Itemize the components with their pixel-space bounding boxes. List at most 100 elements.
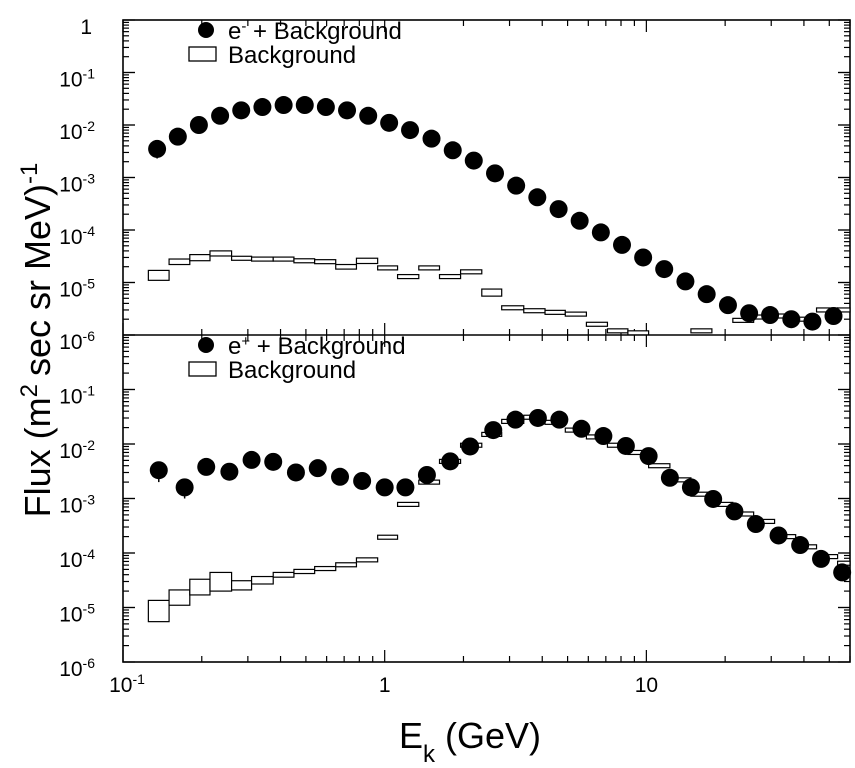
y-tick-label-exp: -5	[83, 276, 96, 292]
y-tick-label-exp: -1	[83, 383, 96, 399]
y-tick-label-base: 10	[59, 604, 82, 627]
data-point	[380, 113, 399, 132]
legend-label-main: e	[228, 18, 241, 45]
data-point	[634, 248, 653, 267]
data-point	[417, 465, 436, 484]
data-point	[550, 410, 569, 429]
legend-label: Background	[228, 357, 356, 384]
y-tick-label-base: 10	[59, 174, 82, 197]
x-title-sub: k	[423, 741, 436, 768]
y-tick-label: 10-3	[59, 492, 95, 518]
legend-marker-circle	[198, 337, 214, 353]
background-bin	[564, 311, 588, 317]
y-tick-label-exp: -3	[83, 171, 96, 187]
data-point	[676, 272, 695, 291]
background-bin	[523, 308, 546, 314]
background-bin	[355, 557, 379, 563]
data-point	[791, 536, 810, 555]
legend-label-main: e	[228, 333, 241, 360]
legend-marker-box	[188, 361, 217, 377]
y-tick-label: 10-6	[59, 655, 95, 681]
x-axis-title: Ek (GeV)	[399, 715, 541, 768]
y-tick-label-base: 10	[59, 386, 82, 409]
data-point	[761, 306, 780, 325]
y-tick-label-exp: -5	[83, 601, 96, 617]
data-point	[253, 98, 272, 117]
data-point	[359, 106, 378, 125]
background-bin	[250, 575, 274, 585]
background-bin	[690, 328, 713, 334]
legend-label-main: Background	[228, 357, 356, 384]
x-tick-label: 10	[635, 674, 658, 697]
background-bin	[189, 578, 211, 596]
y-tick-label-base: 10	[59, 658, 82, 681]
y-tick-label-base: 1	[80, 16, 92, 39]
data-point	[549, 200, 568, 219]
y-tick-label-exp: -4	[83, 223, 96, 239]
y-axis-title: Flux (m2 sec sr MeV)-1	[16, 163, 59, 518]
background-bin	[272, 256, 295, 262]
data-point	[443, 141, 462, 160]
y-tick-label-exp: -2	[83, 437, 96, 453]
x-tick-label: 1	[379, 674, 391, 697]
y-tick-label-base: 10	[59, 549, 82, 572]
y-tick-label: 10-1	[59, 66, 95, 92]
y-tick-label: 1	[80, 16, 92, 39]
data-point	[697, 285, 716, 304]
data-point	[464, 151, 483, 170]
y-tick-label: 10-6	[59, 328, 95, 354]
data-point	[655, 260, 674, 279]
data-point	[660, 468, 679, 487]
x-tick-label: 10-1	[109, 671, 145, 697]
background-bin	[335, 562, 358, 568]
y-title-sup1: 2	[16, 384, 43, 397]
background-bin	[377, 265, 399, 271]
y-tick-label-exp: -1	[83, 66, 96, 82]
data-point	[718, 296, 737, 315]
background-bin	[438, 273, 462, 280]
legend-label-rest: + Background	[250, 333, 405, 360]
y-title-mid: sec sr MeV)	[17, 184, 58, 376]
background-bin	[396, 501, 420, 507]
y-tick-label-exp: -6	[83, 328, 96, 344]
y-tick-label-base: 10	[59, 279, 82, 302]
data-point	[833, 563, 852, 582]
y-tick-label: 10-2	[59, 118, 95, 144]
background-bin	[627, 330, 650, 336]
x-tick-label-base: 10	[109, 674, 132, 697]
data-point	[812, 549, 831, 568]
data-point	[824, 307, 843, 326]
data-point	[232, 101, 251, 120]
data-point	[612, 235, 631, 254]
data-point	[422, 129, 441, 148]
data-point	[396, 478, 415, 497]
y-tick-label-base: 10	[59, 121, 82, 144]
background-bin	[230, 580, 253, 591]
data-point	[149, 461, 168, 480]
y-tick-label-base: 10	[59, 331, 82, 354]
data-point	[528, 408, 547, 427]
y-tick-label: 10-3	[59, 171, 95, 197]
data-point	[401, 121, 420, 140]
data-point	[353, 471, 372, 490]
x-title-rest: (GeV)	[435, 715, 541, 756]
y-title-sup2: -1	[16, 163, 43, 184]
data-point	[769, 526, 788, 545]
background-bin	[147, 599, 170, 623]
background-bin	[230, 255, 253, 261]
data-point	[746, 515, 765, 534]
data-point	[782, 310, 801, 329]
legend-label-sup: -	[241, 18, 246, 35]
y-tick-label: 10-5	[59, 601, 95, 627]
background-bin	[250, 256, 274, 262]
background-bin	[377, 534, 399, 540]
data-point	[484, 421, 503, 440]
legend-label-rest: + Background	[246, 18, 401, 45]
data-point	[211, 106, 230, 125]
y-title-main: Flux (m	[17, 397, 58, 517]
background-bin	[189, 253, 211, 262]
data-point	[441, 452, 460, 471]
data-point	[338, 101, 357, 120]
